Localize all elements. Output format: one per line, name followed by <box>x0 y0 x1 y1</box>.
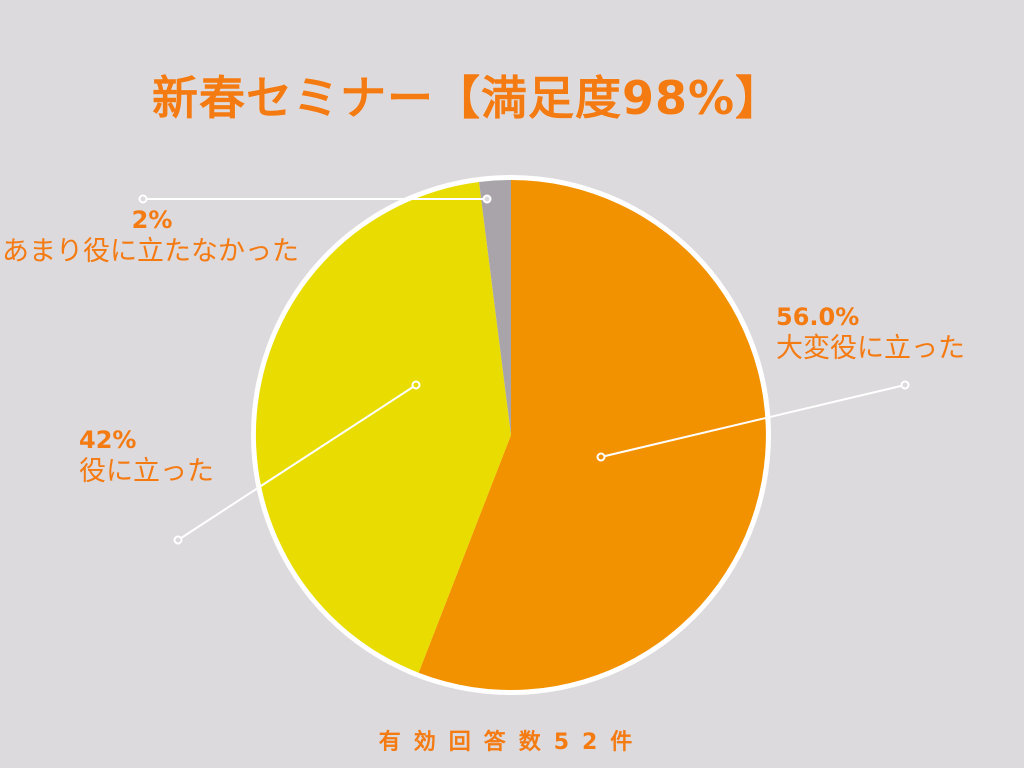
leader-line-helpful <box>173 380 421 545</box>
label-very-helpful-pct: 56.0% <box>776 303 860 331</box>
leader-line-very-helpful <box>596 380 910 462</box>
label-not-helpful-pct: 2% <box>131 206 173 234</box>
label-helpful-pct: 42% <box>79 426 137 454</box>
chart-title: 新春セミナー【満足度98%】 <box>152 71 783 125</box>
label-very-helpful: 56.0% 大変役に立った <box>776 302 965 366</box>
label-not-helpful: 2% あまり役に立たなかった <box>2 205 322 269</box>
label-helpful: 42% 役に立った <box>79 425 214 489</box>
slice-not-helpful <box>479 179 511 435</box>
slice-very-helpful <box>418 180 766 690</box>
label-very-helpful-name: 大変役に立った <box>776 333 965 364</box>
label-not-helpful-name: あまり役に立たなかった <box>2 236 299 267</box>
leader-line-not-helpful <box>138 194 492 204</box>
label-helpful-name: 役に立った <box>79 456 214 487</box>
response-count: 有効回答数52件 <box>378 730 646 755</box>
slice-helpful <box>255 182 511 673</box>
